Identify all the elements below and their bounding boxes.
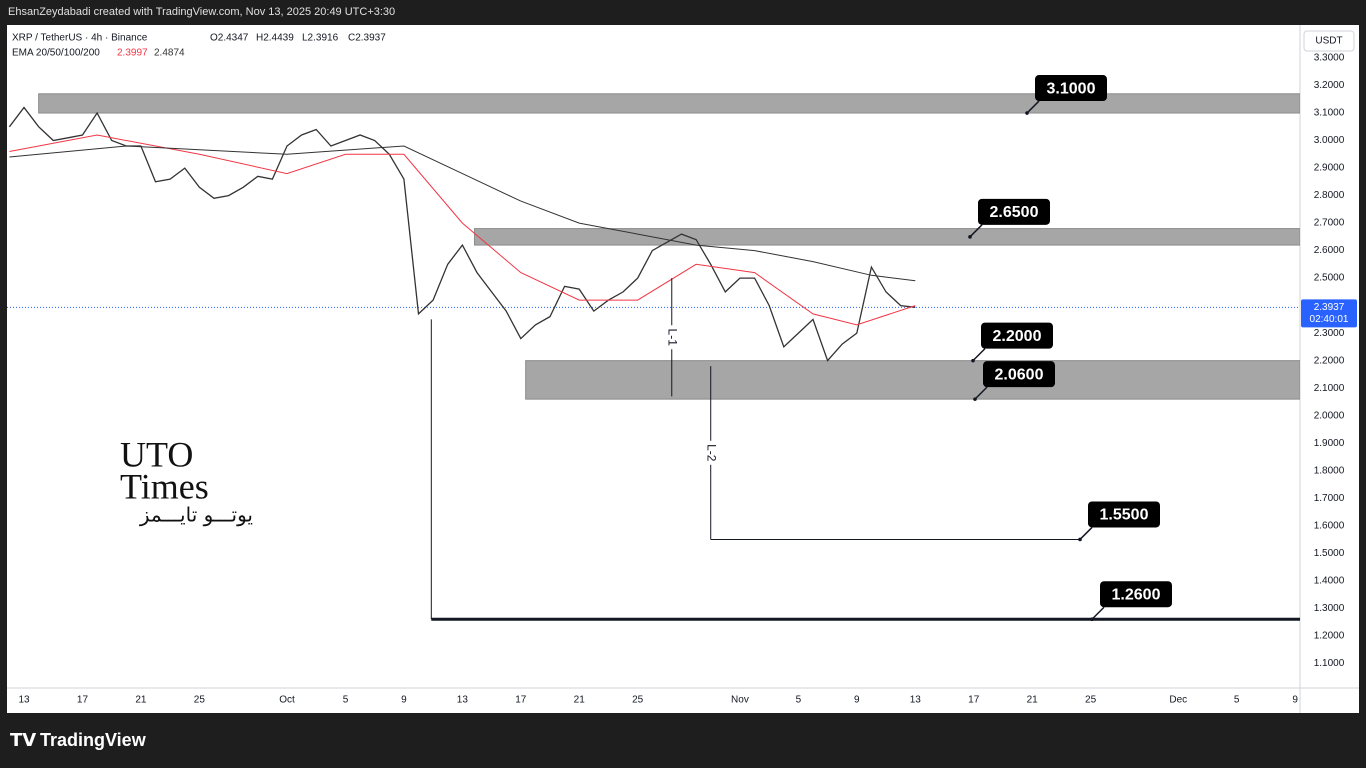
level-box — [981, 322, 1053, 349]
watermark-line1: UTO — [120, 434, 193, 474]
price-line — [8, 106, 916, 362]
zone — [38, 93, 1300, 114]
y-tick-label: 2.0000 — [1314, 410, 1345, 421]
level-label: 2.2000 — [993, 328, 1042, 345]
x-tick-label: 17 — [515, 695, 527, 706]
level-label: 2.0600 — [995, 366, 1044, 383]
ohlc-value: H2.4439 — [256, 33, 294, 44]
level-pointer — [969, 224, 983, 238]
level-label: 1.5500 — [1100, 507, 1149, 524]
ema-value: 2.4874 — [154, 48, 185, 59]
zone — [474, 228, 1300, 246]
brand: TradingView — [40, 730, 147, 750]
x-tick-label: 9 — [854, 695, 860, 706]
y-tick-label: 3.3000 — [1314, 53, 1345, 64]
price-line — [9, 134, 916, 326]
y-tick-label: 1.4000 — [1314, 575, 1345, 586]
y-tick-label: 3.0000 — [1314, 135, 1345, 146]
y-tick-label: 2.5000 — [1314, 273, 1345, 284]
y-tick-label: 1.2000 — [1314, 630, 1345, 641]
zone — [525, 360, 1300, 400]
x-tick-label: 25 — [632, 695, 644, 706]
x-tick-label: 21 — [135, 695, 147, 706]
y-tick-label: 2.6000 — [1314, 245, 1345, 256]
y-tick-label: 3.1000 — [1314, 108, 1345, 119]
y-tick-label: 1.3000 — [1314, 603, 1345, 614]
ohlc-value: L2.3916 — [302, 33, 339, 44]
x-tick-label: 17 — [77, 695, 89, 706]
y-tick-label: 1.9000 — [1314, 438, 1345, 449]
level-label: 1.2600 — [1112, 586, 1161, 603]
x-tick-label: Dec — [1169, 695, 1187, 706]
y-tick-label: 1.6000 — [1314, 520, 1345, 531]
x-tick-label: 13 — [18, 695, 30, 706]
currency-button[interactable] — [1303, 30, 1355, 52]
x-tick-label: 25 — [1085, 695, 1097, 706]
y-tick-label: 2.2000 — [1314, 355, 1345, 366]
level-box — [1088, 501, 1160, 528]
ema-label: EMA 20/50/100/200 — [12, 48, 100, 59]
price-line — [9, 145, 916, 282]
watermark-line2: Times — [120, 466, 209, 506]
y-tick-label: 2.8000 — [1314, 190, 1345, 201]
symbol-title: XRP / TetherUS · 4h · Binance — [12, 33, 148, 44]
level-box — [983, 361, 1055, 388]
x-tick-label: 17 — [968, 695, 980, 706]
measure-label-bg — [703, 440, 718, 465]
measure-label: L-1 — [666, 329, 680, 347]
y-tick-label: 2.7000 — [1314, 218, 1345, 229]
y-tick-label: 2.9000 — [1314, 163, 1345, 174]
x-tick-label: 9 — [401, 695, 407, 706]
watermark-line3: یوتـــو تایـــمز — [139, 503, 253, 527]
last-price-tag — [1301, 299, 1357, 328]
level-box — [1100, 581, 1172, 608]
x-tick-label: 5 — [1234, 695, 1240, 706]
logo-mark: 𝗧𝗩 — [10, 730, 36, 750]
x-tick-label: 13 — [457, 695, 469, 706]
ohlc-value: C2.3937 — [348, 33, 386, 44]
level-pointer — [1026, 100, 1040, 114]
x-tick-label: 13 — [910, 695, 922, 706]
brand-logo[interactable]: 𝗧𝗩 TradingView — [10, 730, 147, 750]
level-pointer — [1079, 526, 1093, 540]
level-label: 2.6500 — [990, 204, 1039, 221]
x-tick-label: Nov — [731, 695, 749, 706]
x-tick-label: Oct — [279, 695, 295, 706]
y-tick-label: 2.3000 — [1314, 328, 1345, 339]
x-tick-label: 9 — [1292, 695, 1298, 706]
level-pointer — [974, 386, 988, 400]
measure-label-bg — [664, 325, 679, 350]
x-tick-label: 5 — [796, 695, 802, 706]
level-box — [1035, 75, 1107, 102]
x-tick-label: 21 — [574, 695, 586, 706]
last-price-label: 2.3937 — [1314, 302, 1345, 313]
y-tick-label: 1.5000 — [1314, 548, 1345, 559]
measure-label: L-2 — [705, 444, 719, 462]
level-pointer — [972, 348, 986, 362]
level-label: 3.1000 — [1047, 80, 1096, 97]
level-box — [978, 198, 1050, 225]
y-tick-label: 2.1000 — [1314, 383, 1345, 394]
level-pointer — [1091, 606, 1105, 620]
y-tick-label: 1.1000 — [1314, 658, 1345, 669]
x-tick-label: 21 — [1027, 695, 1039, 706]
y-tick-label: 3.2000 — [1314, 80, 1345, 91]
countdown: 02:40:01 — [1310, 314, 1349, 325]
plot: L-1 L-2 — [7, 93, 1300, 621]
y-tick-label: 1.7000 — [1314, 493, 1345, 504]
currency: USDT — [1315, 36, 1342, 47]
x-tick-label: 5 — [343, 695, 349, 706]
x-tick-label: 25 — [194, 695, 206, 706]
ohlc-value: O2.4347 — [210, 33, 249, 44]
ema-value: 2.3997 — [117, 48, 148, 59]
y-tick-label: 1.8000 — [1314, 465, 1345, 476]
credit: EhsanZeydabadi created with TradingView.… — [8, 6, 395, 18]
